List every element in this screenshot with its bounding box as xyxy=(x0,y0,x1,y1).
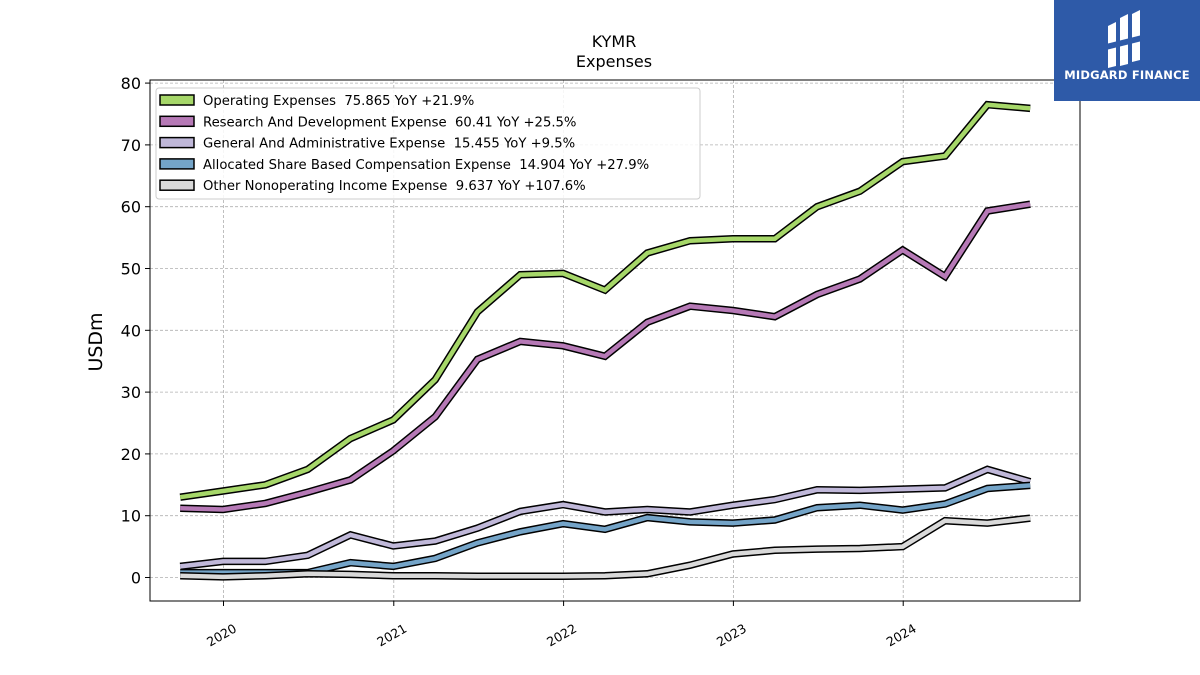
legend-entry: Research And Development Expense 60.41 Y… xyxy=(159,115,576,130)
legend-box xyxy=(155,87,701,200)
legend-entry: Operating Expenses 75.865 YoY +21.9% xyxy=(159,94,474,109)
chart-title: KYMR xyxy=(592,32,637,51)
series-line-stroke xyxy=(180,201,1031,512)
series-line-stroke xyxy=(180,515,1031,580)
legend-entry: Allocated Share Based Compensation Expen… xyxy=(159,158,649,173)
legend-swatch xyxy=(159,115,195,128)
series-line-outline xyxy=(179,465,1032,571)
series-line-stroke xyxy=(180,483,1031,575)
series-line-2 xyxy=(180,200,1031,514)
logo-emblem-icon xyxy=(1106,10,1146,68)
plot-frame xyxy=(149,79,1081,602)
y-tick-label: 70 xyxy=(121,136,141,155)
series-line-stroke xyxy=(179,467,1031,569)
x-tick-label: 2020 xyxy=(204,621,239,650)
y-tick-label: 20 xyxy=(121,445,141,464)
series-line-3 xyxy=(179,465,1032,571)
legend-label: General And Administrative Expense 15.45… xyxy=(203,137,575,152)
chart-subtitle: Expenses xyxy=(576,52,652,71)
series-lines xyxy=(179,100,1032,581)
legend-label: Other Nonoperating Income Expense 9.637 … xyxy=(203,179,586,194)
legend-label: Operating Expenses 75.865 YoY +21.9% xyxy=(203,94,474,109)
x-tick-label: 2023 xyxy=(714,621,749,650)
legend-label: Research And Development Expense 60.41 Y… xyxy=(203,115,576,130)
legend-swatch xyxy=(159,158,195,170)
legend-swatch xyxy=(159,136,195,149)
series-line-1 xyxy=(179,100,1031,501)
x-tick-label: 2022 xyxy=(544,621,579,650)
midgard-finance-logo: MIDGARD FINANCE xyxy=(1054,0,1200,101)
y-axis-label: USDm xyxy=(85,312,107,371)
y-tick-label: 60 xyxy=(121,198,141,217)
legend-swatch xyxy=(159,94,195,106)
legend-entry: Other Nonoperating Income Expense 9.637 … xyxy=(159,179,586,194)
y-tick-label: 80 xyxy=(121,74,141,93)
y-tick-label: 50 xyxy=(121,259,141,278)
legend-swatch xyxy=(159,179,195,191)
series-line-5 xyxy=(180,514,1031,581)
legend: Operating Expenses 75.865 YoY +21.9% Rese… xyxy=(155,87,701,200)
y-tick-label: 40 xyxy=(121,321,141,340)
series-line-stroke xyxy=(179,102,1031,500)
y-tick-label: 0 xyxy=(131,569,141,588)
x-tick-label: 2024 xyxy=(884,621,919,650)
x-tick-label: 2021 xyxy=(374,621,409,650)
legend-label: Allocated Share Based Compensation Expen… xyxy=(203,158,649,173)
series-line-4 xyxy=(180,481,1031,577)
logo-text: MIDGARD FINANCE xyxy=(1064,68,1190,82)
y-tick-label: 10 xyxy=(121,507,141,526)
legend-entry: General And Administrative Expense 15.45… xyxy=(159,136,575,152)
y-tick-label: 30 xyxy=(121,383,141,402)
